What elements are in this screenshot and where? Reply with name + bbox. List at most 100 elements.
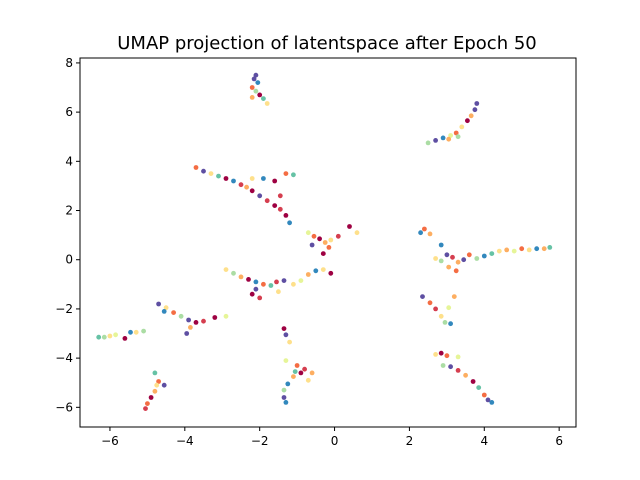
data-point <box>481 392 487 398</box>
data-point <box>231 178 236 184</box>
data-point <box>335 233 341 239</box>
data-point <box>143 406 148 411</box>
data-point <box>188 325 193 330</box>
data-point <box>171 310 177 315</box>
data-point <box>238 182 244 188</box>
data-point <box>547 245 553 250</box>
data-point <box>504 247 510 253</box>
data-point <box>298 278 304 283</box>
data-point <box>253 88 259 94</box>
data-point <box>268 283 274 288</box>
data-point <box>184 331 190 336</box>
data-point <box>450 254 455 260</box>
chart-title: UMAP projection of latentspace after Epo… <box>117 33 536 54</box>
data-point <box>328 237 334 243</box>
data-point <box>277 206 283 212</box>
data-point <box>519 246 525 252</box>
data-point <box>216 173 221 179</box>
x-tick-label: 0 <box>331 434 339 448</box>
data-point <box>101 334 107 340</box>
data-point <box>238 274 244 280</box>
data-point <box>459 124 465 130</box>
data-point <box>249 95 255 100</box>
data-point <box>193 165 199 170</box>
data-point <box>107 333 113 339</box>
data-point <box>298 370 304 376</box>
data-point <box>470 379 476 384</box>
data-point <box>292 369 298 374</box>
data-point <box>285 381 291 387</box>
data-point <box>526 247 532 253</box>
y-tick-label: 4 <box>65 154 73 168</box>
data-point <box>186 317 192 323</box>
data-point <box>257 295 263 301</box>
data-point <box>485 397 491 403</box>
data-point <box>313 268 319 274</box>
data-point <box>264 101 270 106</box>
data-point <box>261 96 266 101</box>
data-point <box>231 270 236 276</box>
data-point <box>244 184 250 190</box>
data-point <box>255 80 261 85</box>
data-point <box>438 313 444 319</box>
data-point <box>283 171 289 177</box>
data-point <box>476 385 482 390</box>
data-point <box>433 256 438 261</box>
data-point <box>442 320 448 325</box>
data-point <box>433 138 438 143</box>
x-tick-label: 2 <box>406 434 414 448</box>
y-tick-label: 0 <box>65 253 73 267</box>
data-point <box>305 272 311 277</box>
data-point <box>281 395 287 400</box>
data-point <box>276 289 281 295</box>
data-point <box>309 370 315 376</box>
data-point <box>481 253 487 259</box>
y-tick-label: 2 <box>65 204 73 218</box>
data-point <box>511 248 517 254</box>
data-point <box>272 203 278 209</box>
data-point <box>152 388 158 394</box>
data-point <box>455 368 461 373</box>
data-point <box>287 339 292 345</box>
y-tick-label: 8 <box>65 56 73 70</box>
data-point <box>455 259 461 265</box>
data-point <box>489 400 495 405</box>
data-point <box>283 400 289 405</box>
data-point <box>272 178 278 184</box>
x-tick-label: −2 <box>251 434 269 448</box>
data-point <box>440 363 446 368</box>
x-tick-label: −4 <box>176 434 194 448</box>
data-point <box>201 168 206 174</box>
data-point <box>305 377 311 383</box>
data-point <box>294 363 300 368</box>
data-point <box>208 171 214 177</box>
data-point <box>193 320 199 325</box>
data-point <box>253 279 259 285</box>
data-point <box>465 118 470 124</box>
data-point <box>463 372 468 378</box>
y-tick-label: −6 <box>55 400 73 414</box>
data-point <box>113 332 118 338</box>
data-point <box>161 309 167 314</box>
data-point <box>444 353 450 359</box>
data-point <box>440 135 446 141</box>
axes-layer: −6 −4 −2 0 2 4 6 −6 −4 −2 0 2 4 6 8 <box>55 56 577 448</box>
data-point <box>322 240 328 245</box>
y-tick-label: 6 <box>65 105 73 119</box>
data-point <box>446 305 452 311</box>
data-point <box>161 382 167 388</box>
data-point <box>281 326 287 331</box>
data-point <box>261 281 266 287</box>
data-point <box>96 334 102 340</box>
data-point <box>261 176 266 181</box>
data-point <box>223 176 229 181</box>
data-point <box>347 224 352 229</box>
data-point <box>156 379 162 384</box>
data-point <box>448 321 453 327</box>
data-point <box>156 301 162 307</box>
data-point <box>455 354 461 360</box>
data-point <box>466 252 472 258</box>
data-point <box>320 267 326 272</box>
data-point <box>212 315 218 320</box>
